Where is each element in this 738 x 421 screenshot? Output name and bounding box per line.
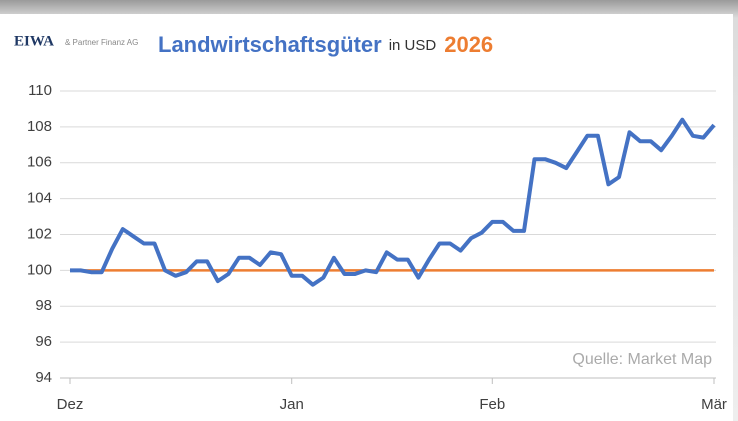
title-unit: in USD	[389, 37, 437, 54]
y-tick-label: 96	[35, 333, 52, 350]
title-main: Landwirtschaftsgüter	[158, 32, 382, 57]
y-tick-label: 106	[27, 154, 52, 171]
y-tick-label: 108	[27, 118, 52, 135]
logo-subtitle: & Partner Finanz AG	[65, 38, 138, 47]
y-tick-label: 100	[27, 261, 52, 278]
x-tick-label: Mär	[701, 396, 727, 413]
y-tick-label: 104	[27, 190, 52, 207]
series-line	[70, 117, 716, 287]
x-tick-label: Feb	[479, 396, 505, 413]
annotation: Quelle: Market Map	[572, 351, 712, 368]
x-tick-label: Jan	[280, 396, 304, 413]
title: Landwirtschaftsgüter in USD 2026	[158, 32, 493, 57]
card	[0, 14, 733, 421]
y-tick-label: 94	[35, 369, 52, 386]
title-year: 2026	[444, 32, 493, 57]
y-tick-label: 98	[35, 297, 52, 314]
x-tick-label: Dez	[57, 396, 84, 413]
y-tick-label: 110	[28, 82, 52, 99]
y-tick-label: 102	[27, 225, 52, 242]
logo: EIWA	[14, 33, 54, 49]
